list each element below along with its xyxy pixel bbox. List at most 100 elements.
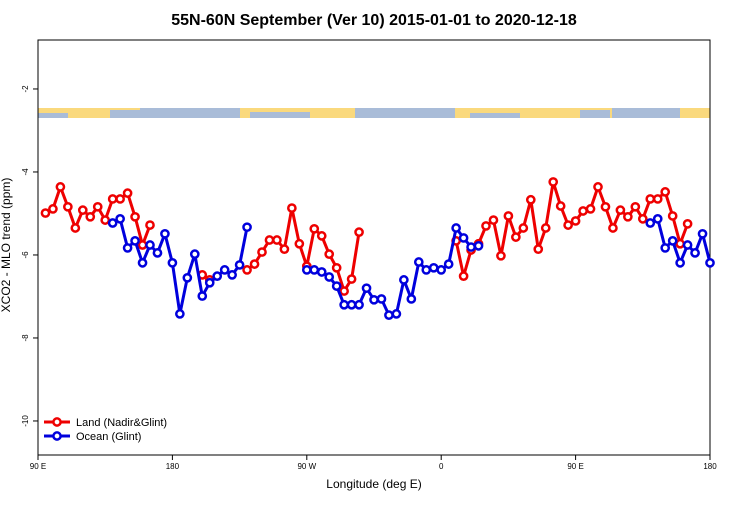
point [309, 265, 320, 275]
point [249, 259, 260, 269]
point [130, 236, 140, 246]
point [212, 271, 223, 281]
point [652, 194, 663, 204]
point [511, 232, 521, 242]
chart-title: 55N-60N September (Ver 10) 2015-01-01 to… [171, 12, 577, 29]
point [645, 218, 656, 228]
point [458, 271, 469, 281]
point [466, 242, 476, 252]
point [145, 240, 155, 250]
point [585, 204, 596, 214]
y-axis-label: XCO2 - MLO trend (ppm) [0, 178, 13, 313]
point [115, 194, 125, 204]
legend: Land (Nadir&Glint) Ocean (Glint) [44, 417, 167, 443]
point [458, 233, 469, 243]
x-tick-label: 0 [439, 462, 444, 471]
point [384, 310, 394, 320]
point [473, 240, 484, 251]
point [137, 258, 148, 268]
legend-label: Land (Nadir&Glint) [76, 417, 167, 429]
point [40, 208, 51, 218]
point [406, 294, 417, 304]
point [413, 257, 424, 267]
y-tick-label: -8 [21, 334, 30, 342]
point [428, 262, 439, 273]
point [608, 223, 618, 233]
point [324, 249, 335, 259]
legend-swatch [52, 431, 62, 441]
point [85, 211, 96, 222]
point [570, 216, 581, 226]
point [660, 187, 671, 197]
point [518, 223, 529, 233]
point [376, 294, 387, 304]
point [660, 243, 671, 253]
point [697, 228, 708, 239]
point [369, 294, 379, 305]
series-line [44, 180, 690, 293]
point [652, 214, 663, 224]
point [182, 272, 193, 283]
point [645, 194, 656, 204]
x-tick-label: 180 [703, 462, 717, 471]
x-tick-label: 180 [166, 462, 180, 471]
point [294, 238, 305, 249]
point [115, 214, 125, 224]
point [331, 281, 342, 291]
point [160, 228, 170, 239]
x-tick-label: 90 E [567, 462, 583, 471]
y-tick-label: -4 [21, 168, 30, 176]
point [152, 248, 163, 258]
point [361, 283, 372, 294]
point [675, 258, 685, 268]
point [436, 265, 447, 275]
legend-swatch [52, 417, 62, 427]
point [346, 299, 357, 310]
point [287, 203, 297, 213]
point [107, 194, 118, 204]
point [630, 201, 641, 212]
y-tick-label: -2 [21, 85, 30, 93]
legend-label: Ocean (Glint) [76, 431, 141, 443]
point [578, 206, 588, 216]
point [167, 258, 178, 268]
point [227, 270, 237, 280]
point [615, 205, 626, 215]
point [316, 231, 327, 241]
x-axis-label: Longitude (deg E) [326, 477, 421, 491]
point [399, 275, 409, 285]
point [563, 220, 573, 230]
point [593, 182, 603, 192]
point [219, 265, 230, 275]
point [234, 260, 245, 270]
point [122, 188, 133, 198]
point [391, 309, 402, 319]
point [346, 274, 357, 284]
point [555, 201, 566, 211]
point [92, 201, 103, 212]
plot-frame [37, 39, 711, 456]
point [242, 265, 252, 275]
point [272, 235, 282, 245]
point [189, 249, 200, 259]
point [667, 211, 678, 221]
x-tick-label: 90 W [297, 462, 316, 471]
point [301, 265, 312, 275]
point [309, 223, 320, 234]
point [637, 214, 648, 224]
point [451, 223, 461, 233]
point [77, 205, 88, 215]
point [705, 258, 715, 268]
point [339, 286, 349, 296]
point [421, 265, 432, 275]
point [354, 227, 364, 237]
point [533, 244, 544, 255]
point [257, 247, 267, 257]
point [675, 238, 685, 249]
point [175, 309, 185, 319]
point [690, 248, 700, 258]
point [316, 267, 327, 277]
y-tick-label: -10 [21, 415, 30, 427]
point [496, 250, 506, 261]
point [488, 215, 499, 225]
